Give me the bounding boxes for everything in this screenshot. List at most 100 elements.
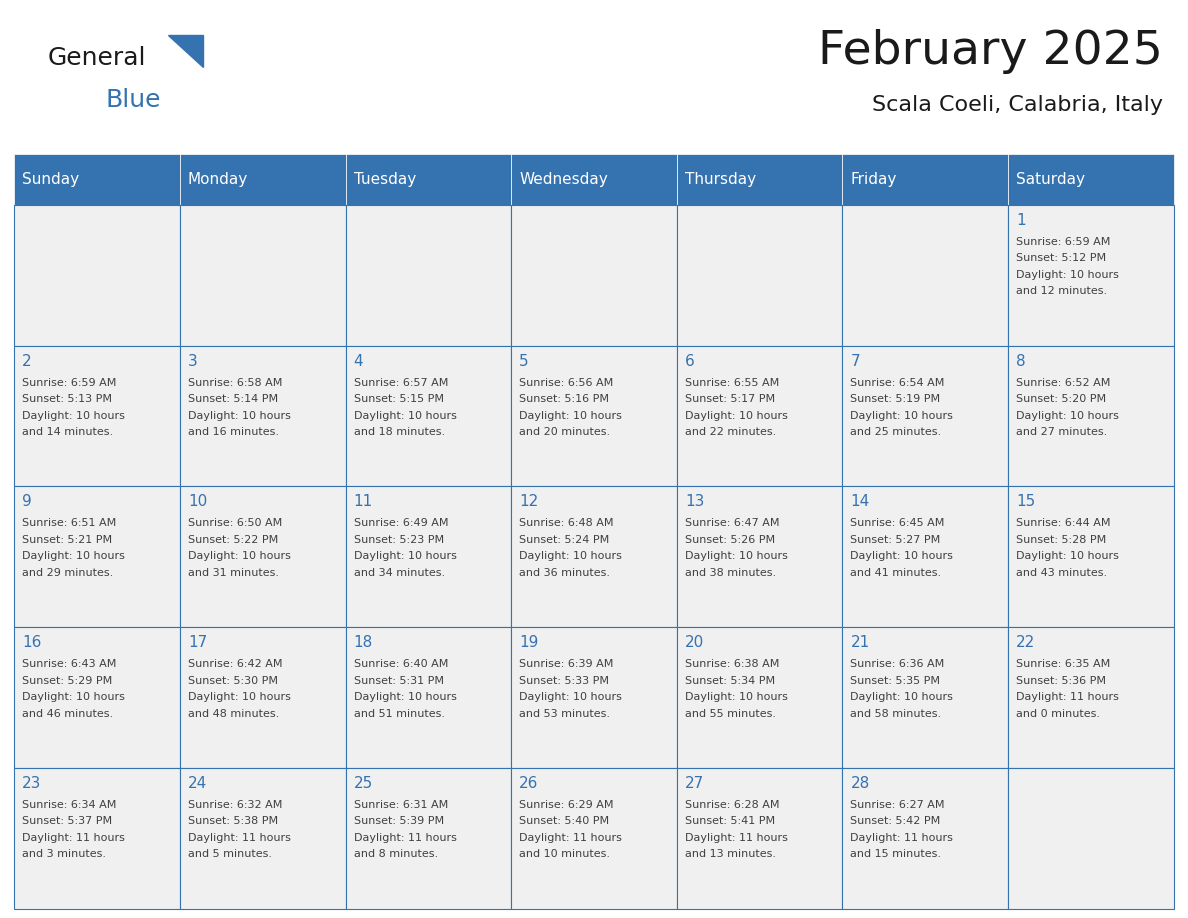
Text: Sunrise: 6:57 AM: Sunrise: 6:57 AM [354, 377, 448, 387]
Text: Daylight: 10 hours: Daylight: 10 hours [188, 410, 291, 420]
Text: Sunset: 5:23 PM: Sunset: 5:23 PM [354, 535, 443, 545]
Bar [179, 768, 346, 909]
Bar [842, 768, 1009, 909]
Text: 3: 3 [188, 353, 197, 368]
Bar [677, 627, 842, 768]
Text: Sunrise: 6:28 AM: Sunrise: 6:28 AM [684, 800, 779, 810]
Text: and 53 minutes.: and 53 minutes. [519, 709, 611, 719]
Bar [842, 487, 1009, 627]
Text: Sunrise: 6:42 AM: Sunrise: 6:42 AM [188, 659, 283, 669]
Text: and 0 minutes.: and 0 minutes. [1016, 709, 1100, 719]
Text: 4: 4 [354, 353, 364, 368]
Text: Sunset: 5:35 PM: Sunset: 5:35 PM [851, 676, 941, 686]
Text: and 46 minutes.: and 46 minutes. [23, 709, 113, 719]
Text: Sunrise: 6:49 AM: Sunrise: 6:49 AM [354, 519, 448, 529]
Bar [14, 627, 179, 768]
Text: Daylight: 11 hours: Daylight: 11 hours [23, 833, 125, 843]
Text: Sunset: 5:38 PM: Sunset: 5:38 PM [188, 816, 278, 826]
Text: Sunset: 5:37 PM: Sunset: 5:37 PM [23, 816, 113, 826]
Bar [1009, 205, 1174, 345]
Text: Daylight: 10 hours: Daylight: 10 hours [1016, 552, 1119, 561]
Text: and 18 minutes.: and 18 minutes. [354, 427, 444, 437]
Text: Sunset: 5:17 PM: Sunset: 5:17 PM [684, 394, 775, 404]
Text: Sunset: 5:21 PM: Sunset: 5:21 PM [23, 535, 113, 545]
Text: Daylight: 10 hours: Daylight: 10 hours [684, 692, 788, 702]
Bar [677, 487, 842, 627]
Text: Sunrise: 6:58 AM: Sunrise: 6:58 AM [188, 377, 283, 387]
Text: Daylight: 10 hours: Daylight: 10 hours [851, 552, 953, 561]
Text: Sunrise: 6:34 AM: Sunrise: 6:34 AM [23, 800, 116, 810]
Text: 6: 6 [684, 353, 695, 368]
Text: 14: 14 [851, 495, 870, 509]
Text: Sunset: 5:42 PM: Sunset: 5:42 PM [851, 816, 941, 826]
Text: Sunset: 5:29 PM: Sunset: 5:29 PM [23, 676, 113, 686]
Bar [677, 768, 842, 909]
Text: Daylight: 11 hours: Daylight: 11 hours [1016, 692, 1119, 702]
Bar [511, 487, 677, 627]
Text: Daylight: 10 hours: Daylight: 10 hours [188, 692, 291, 702]
Bar [511, 205, 677, 345]
Text: Sunset: 5:31 PM: Sunset: 5:31 PM [354, 676, 443, 686]
Text: and 13 minutes.: and 13 minutes. [684, 849, 776, 859]
Text: Sunset: 5:30 PM: Sunset: 5:30 PM [188, 676, 278, 686]
Bar [179, 487, 346, 627]
Text: 8: 8 [1016, 353, 1025, 368]
Text: 5: 5 [519, 353, 529, 368]
Text: Sunset: 5:40 PM: Sunset: 5:40 PM [519, 816, 609, 826]
Bar [842, 205, 1009, 345]
Text: Sunrise: 6:43 AM: Sunrise: 6:43 AM [23, 659, 116, 669]
Text: 1: 1 [1016, 213, 1025, 228]
Text: Sunset: 5:13 PM: Sunset: 5:13 PM [23, 394, 112, 404]
Text: Daylight: 11 hours: Daylight: 11 hours [851, 833, 953, 843]
Bar [842, 154, 1009, 205]
Bar [14, 154, 179, 205]
Text: February 2025: February 2025 [819, 29, 1163, 74]
Text: and 43 minutes.: and 43 minutes. [1016, 568, 1107, 577]
Text: Sunrise: 6:45 AM: Sunrise: 6:45 AM [851, 519, 944, 529]
Text: Sunrise: 6:44 AM: Sunrise: 6:44 AM [1016, 519, 1111, 529]
Text: 27: 27 [684, 776, 704, 791]
Bar [346, 205, 511, 345]
Bar [1009, 345, 1174, 487]
Text: 21: 21 [851, 635, 870, 650]
Text: Sunrise: 6:27 AM: Sunrise: 6:27 AM [851, 800, 944, 810]
Bar [179, 345, 346, 487]
Text: Sunset: 5:41 PM: Sunset: 5:41 PM [684, 816, 775, 826]
Text: 19: 19 [519, 635, 538, 650]
Text: 10: 10 [188, 495, 207, 509]
Text: Sunrise: 6:59 AM: Sunrise: 6:59 AM [23, 377, 116, 387]
Bar [346, 154, 511, 205]
Text: Daylight: 10 hours: Daylight: 10 hours [684, 552, 788, 561]
Text: Daylight: 10 hours: Daylight: 10 hours [519, 692, 623, 702]
Text: and 36 minutes.: and 36 minutes. [519, 568, 611, 577]
Text: Sunrise: 6:29 AM: Sunrise: 6:29 AM [519, 800, 614, 810]
Text: and 34 minutes.: and 34 minutes. [354, 568, 444, 577]
Bar [14, 205, 179, 345]
Text: Daylight: 10 hours: Daylight: 10 hours [188, 552, 291, 561]
Text: and 27 minutes.: and 27 minutes. [1016, 427, 1107, 437]
Bar [346, 345, 511, 487]
Bar [346, 768, 511, 909]
Text: Tuesday: Tuesday [354, 172, 416, 187]
Text: Sunset: 5:12 PM: Sunset: 5:12 PM [1016, 253, 1106, 263]
Text: and 38 minutes.: and 38 minutes. [684, 568, 776, 577]
Text: Daylight: 10 hours: Daylight: 10 hours [23, 552, 125, 561]
Text: 12: 12 [519, 495, 538, 509]
Bar [179, 154, 346, 205]
Bar [14, 768, 179, 909]
Text: Sunrise: 6:59 AM: Sunrise: 6:59 AM [1016, 237, 1111, 247]
Text: Daylight: 10 hours: Daylight: 10 hours [851, 410, 953, 420]
Text: Sunrise: 6:36 AM: Sunrise: 6:36 AM [851, 659, 944, 669]
Text: 23: 23 [23, 776, 42, 791]
Text: and 29 minutes.: and 29 minutes. [23, 568, 114, 577]
Text: Daylight: 10 hours: Daylight: 10 hours [684, 410, 788, 420]
Text: 26: 26 [519, 776, 538, 791]
Text: Sunrise: 6:32 AM: Sunrise: 6:32 AM [188, 800, 283, 810]
Text: Daylight: 11 hours: Daylight: 11 hours [354, 833, 456, 843]
Text: and 8 minutes.: and 8 minutes. [354, 849, 437, 859]
Bar [1009, 768, 1174, 909]
Text: Sunday: Sunday [23, 172, 80, 187]
Bar [1009, 627, 1174, 768]
Text: and 15 minutes.: and 15 minutes. [851, 849, 941, 859]
Text: 16: 16 [23, 635, 42, 650]
